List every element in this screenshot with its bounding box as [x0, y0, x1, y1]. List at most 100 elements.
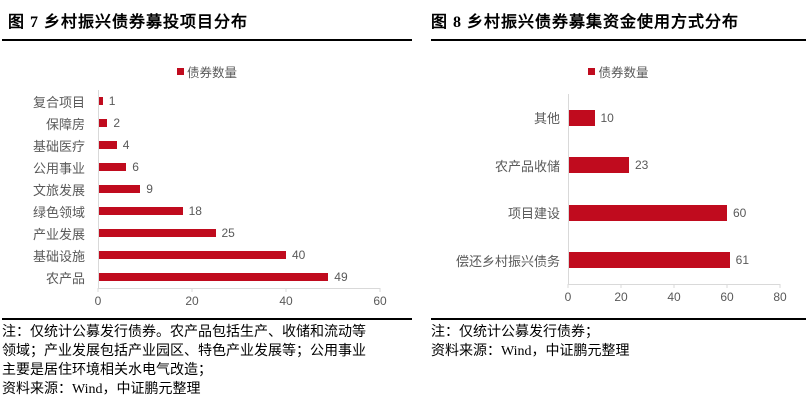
x-tick-label: 40 — [279, 294, 293, 308]
value-label: 23 — [634, 158, 649, 173]
x-tick-label: 60 — [720, 290, 734, 304]
legend-label: 债券数量 — [598, 66, 649, 80]
bar-track: 23 — [568, 142, 780, 190]
bar-row: 农产品 49 — [2, 266, 412, 288]
x-axis: 0 20 40 60 80 — [564, 284, 787, 306]
category-label: 基础医疗 — [32, 138, 85, 154]
bar — [98, 97, 103, 105]
value-label: 40 — [292, 248, 306, 262]
value-label: 6 — [132, 160, 139, 174]
bar — [98, 273, 329, 281]
bar-row: 文旅发展 9 — [2, 178, 412, 200]
figure-8-legend: 债券数量 — [431, 62, 806, 81]
x-tick-label: 0 — [564, 290, 572, 304]
bar-track: 9 — [98, 178, 380, 200]
bar-track: 61 — [568, 237, 780, 285]
plot-area: 复合项目 1 保障房 2 基础医疗 4 公用事业 6 文旅发展 9 绿色领域 18 产业发展 25 基础设施… — [2, 90, 412, 289]
x-tick-mark — [97, 288, 99, 292]
legend-swatch-icon — [588, 68, 596, 75]
category-label: 复合项目 — [32, 94, 85, 110]
source-text: 资料来源：Wind，中证鹏元整理 — [431, 344, 630, 359]
bar-track: 4 — [98, 134, 380, 156]
x-tick-mark — [673, 284, 675, 288]
bar — [98, 119, 108, 127]
value-label: 60 — [733, 205, 747, 220]
bar-row: 项目建设 60 — [431, 189, 806, 237]
figure-7-title: 图 7 乡村振兴债券募投项目分布 — [8, 14, 249, 31]
category-label: 农产品收储 — [494, 158, 560, 174]
category-label: 项目建设 — [507, 206, 560, 222]
figure-8-title: 图 8 乡村振兴债券募集资金使用方式分布 — [431, 14, 740, 31]
note-text: 注：仅统计公募发行债券。农产品包括生产、收储和流动等 领域；产业发展包括产业园区… — [2, 325, 366, 378]
bar-row: 其他 10 — [431, 94, 806, 142]
x-tick-mark — [567, 284, 569, 288]
plot-area: 其他 10 农产品收储 23 项目建设 60 偿还乡村振兴债务 61 — [431, 94, 806, 285]
legend-label: 债券数量 — [186, 66, 237, 80]
figure-7-legend: 债券数量 — [2, 62, 412, 81]
source-text: 资料来源：Wind，中证鹏元整理 — [2, 382, 201, 397]
category-label: 公用事业 — [32, 160, 85, 176]
bar-track: 1 — [98, 90, 380, 112]
category-label: 绿色领域 — [32, 204, 85, 220]
x-tick-mark — [191, 288, 193, 292]
value-label: 2 — [113, 116, 121, 130]
category-label: 文旅发展 — [32, 182, 85, 198]
bar-track: 2 — [98, 112, 380, 134]
figure-7-notes: 注：仅统计公募发行债券。农产品包括生产、收储和流动等 领域；产业发展包括产业园区… — [2, 318, 412, 399]
value-label: 10 — [600, 110, 614, 125]
x-tick-mark — [379, 288, 381, 292]
category-label: 保障房 — [45, 116, 85, 132]
bar — [568, 252, 730, 269]
bar — [568, 109, 595, 126]
bar — [98, 185, 141, 193]
x-tick-label: 80 — [773, 290, 787, 304]
bar-track: 60 — [568, 189, 780, 237]
figure-8-bar-chart: 其他 10 农产品收储 23 项目建设 60 偿还乡村振兴债务 61 0 20 40 60 80 — [431, 94, 806, 304]
bar — [568, 157, 629, 174]
bar-row: 公用事业 6 — [2, 156, 412, 178]
bar-track: 10 — [568, 94, 780, 142]
figure-8-title-rule — [431, 39, 806, 41]
x-tick-label: 20 — [185, 294, 199, 308]
bar-row: 产业发展 25 — [2, 222, 412, 244]
bar — [98, 251, 286, 259]
x-tick-mark — [620, 284, 622, 288]
bar — [568, 204, 727, 221]
value-label: 1 — [108, 94, 116, 108]
bar — [98, 163, 127, 171]
bar-track: 6 — [98, 156, 380, 178]
x-tick-label: 40 — [667, 290, 681, 304]
note-text: 注：仅统计公募发行债券； — [431, 325, 599, 340]
bar-track: 25 — [98, 222, 380, 244]
x-axis: 0 20 40 60 — [94, 288, 387, 310]
value-label: 25 — [221, 226, 235, 240]
x-tick-label: 60 — [373, 294, 387, 308]
category-label: 农产品 — [45, 270, 85, 286]
figure-7-title-rule — [2, 39, 412, 41]
bar-row: 复合项目 1 — [2, 90, 412, 112]
bar — [98, 141, 117, 149]
x-tick-label: 0 — [94, 294, 102, 308]
bar-track: 40 — [98, 244, 380, 266]
figure-8-notes: 注：仅统计公募发行债券； 资料来源：Wind，中证鹏元整理 — [431, 318, 806, 361]
value-label: 18 — [188, 204, 202, 218]
value-label: 4 — [122, 138, 130, 152]
bar-row: 农产品收储 23 — [431, 142, 806, 190]
x-tick-mark — [779, 284, 781, 288]
value-label: 9 — [146, 182, 153, 196]
category-label: 偿还乡村振兴债务 — [455, 253, 560, 269]
legend-swatch-icon — [176, 68, 184, 75]
value-label: 61 — [735, 253, 749, 268]
bar — [98, 229, 216, 237]
bar-row: 偿还乡村振兴债务 61 — [431, 237, 806, 285]
category-label: 其他 — [533, 111, 560, 127]
figure-7-panel: 图 7 乡村振兴债券募投项目分布 债券数量 复合项目 1 保障房 2 基础医疗 4 公用事业… — [2, 0, 412, 400]
x-tick-mark — [726, 284, 728, 288]
bar-row: 基础设施 40 — [2, 244, 412, 266]
bar-track: 18 — [98, 200, 380, 222]
value-label: 49 — [334, 270, 348, 284]
bar — [98, 207, 183, 215]
x-tick-label: 20 — [614, 290, 628, 304]
bar-row: 绿色领域 18 — [2, 200, 412, 222]
bar-track: 49 — [98, 266, 380, 288]
